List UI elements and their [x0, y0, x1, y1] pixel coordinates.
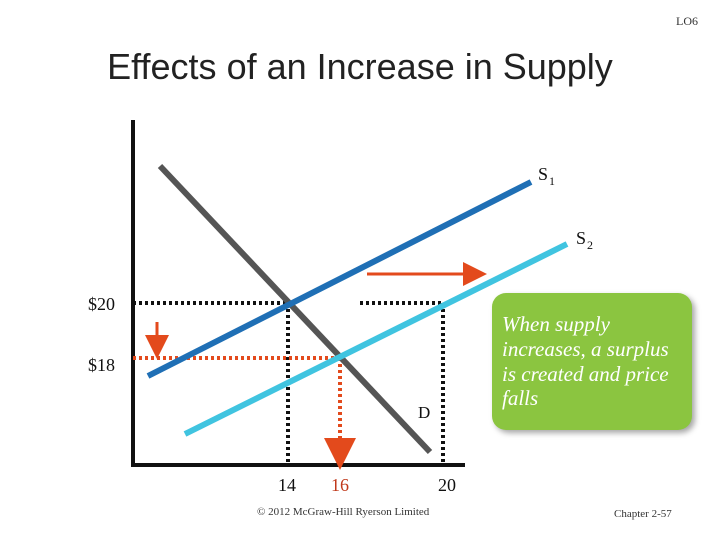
quantity-14-label: 14 — [278, 475, 296, 495]
demand-label: D — [418, 403, 430, 422]
surplus-callout: When supply increases, a surplus is crea… — [492, 293, 692, 430]
callout-text: When supply increases, a surplus is crea… — [502, 311, 669, 411]
s1-label: S1 — [538, 164, 555, 188]
supply-curve-s1 — [146, 179, 533, 379]
supply-curve-s2 — [183, 241, 569, 437]
quantity-16-label: 16 — [331, 475, 349, 495]
s2-label: S2 — [576, 228, 593, 252]
slide-title: Effects of an Increase in Supply — [107, 46, 613, 87]
copyright-footer: © 2012 McGraw-Hill Ryerson Limited — [257, 506, 430, 518]
price-18-label: $18 — [88, 355, 115, 375]
price-20-label: $20 — [88, 294, 115, 314]
lo-label: LO6 — [676, 14, 698, 28]
demand-curve — [157, 163, 433, 455]
page-number: Chapter 2-57 — [614, 508, 672, 520]
quantity-20-label: 20 — [438, 475, 456, 495]
